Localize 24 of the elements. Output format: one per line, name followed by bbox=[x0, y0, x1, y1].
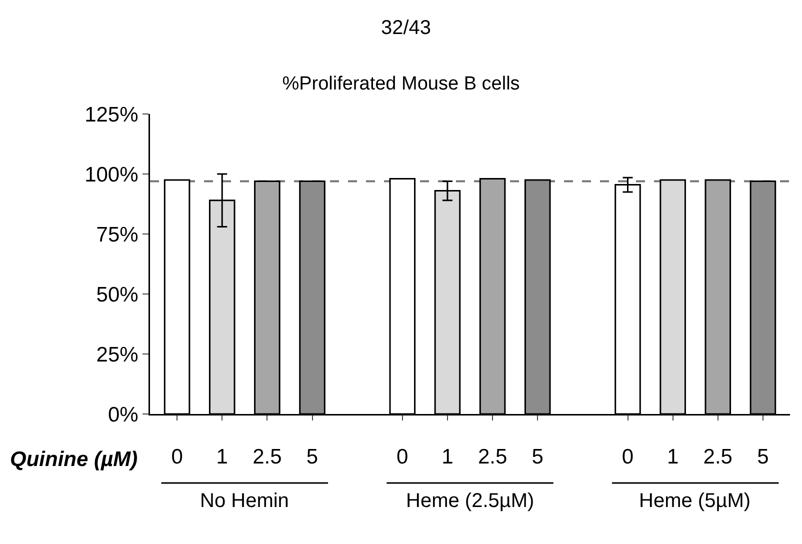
x-axis-title: Quinine (µM) bbox=[10, 448, 138, 471]
y-tick-label: 25% bbox=[96, 343, 138, 366]
y-tick-label: 50% bbox=[96, 283, 138, 306]
x-tick-label: 5 bbox=[306, 446, 318, 469]
text: Heme (5µM) bbox=[639, 490, 751, 512]
text: No Hemin bbox=[200, 490, 289, 512]
y-tick-label: 100% bbox=[84, 163, 138, 186]
x-tick-label: 1 bbox=[442, 446, 454, 469]
text: 32/43 bbox=[381, 17, 432, 39]
y-tick-label: 75% bbox=[96, 223, 138, 246]
x-tick-label: 0 bbox=[622, 446, 634, 469]
x-tick-label: 2.5 bbox=[478, 446, 508, 469]
y-tick-label: 0% bbox=[108, 403, 138, 426]
x-tick-label: 2.5 bbox=[252, 446, 282, 469]
chart-title: %Proliferated Mouse B cells bbox=[282, 73, 520, 94]
x-tick-label: 1 bbox=[216, 446, 228, 469]
x-tick-label: 2.5 bbox=[703, 446, 732, 469]
y-tick-label: 125% bbox=[84, 103, 138, 126]
x-tick-label: 0 bbox=[171, 446, 183, 469]
text: Heme (2.5µM) bbox=[406, 490, 534, 512]
x-tick-label: 5 bbox=[532, 446, 544, 469]
x-tick-label: 1 bbox=[666, 446, 679, 469]
x-tick-label: 5 bbox=[757, 446, 769, 469]
x-tick-label: 0 bbox=[396, 446, 408, 469]
